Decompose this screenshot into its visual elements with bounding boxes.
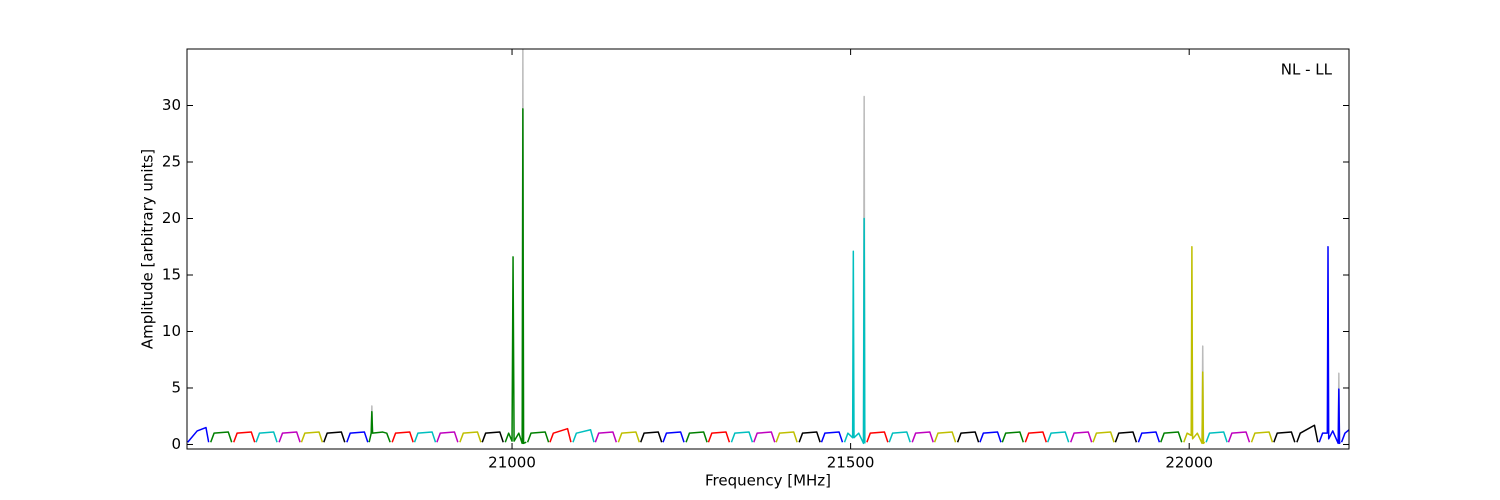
- series-line: [798, 431, 821, 443]
- x-axis-label: Frequency [MHz]: [705, 472, 831, 490]
- series-line: [1227, 431, 1251, 443]
- series-line: [775, 431, 798, 443]
- series-line: [1183, 245, 1206, 445]
- series-line: [549, 427, 572, 443]
- series-line: [1250, 431, 1274, 443]
- y-tick-label: 0: [171, 435, 181, 453]
- series-line: [639, 431, 663, 443]
- plot-frame: [186, 48, 1350, 450]
- series-line: [370, 49, 1341, 444]
- series-line: [933, 431, 957, 443]
- series-line: [255, 431, 278, 443]
- series-line: [368, 410, 391, 443]
- annotation: NL - LL: [1281, 61, 1333, 79]
- series-line: [753, 431, 776, 443]
- series-line: [1092, 431, 1115, 443]
- series-line: [1318, 245, 1341, 445]
- series-line: [888, 431, 911, 443]
- series-line: [1069, 431, 1093, 443]
- series-line: [209, 431, 233, 443]
- y-tick-label: 15: [162, 265, 181, 283]
- series-line: [594, 431, 618, 443]
- x-tick-label: 21500: [827, 454, 875, 472]
- y-tick-label: 10: [162, 322, 181, 340]
- series-line: [707, 431, 731, 443]
- series-line: [662, 431, 685, 443]
- series-line: [1205, 431, 1228, 443]
- series-line: [233, 431, 256, 443]
- series-line: [979, 431, 1002, 443]
- series-line: [956, 431, 980, 443]
- series-line: [911, 431, 934, 443]
- series-line: [1024, 431, 1048, 443]
- series-line: [187, 426, 210, 443]
- series-line: [1160, 431, 1183, 443]
- plot-lines: [187, 49, 1349, 445]
- series-line: [1273, 431, 1296, 443]
- series-line: [572, 429, 595, 443]
- series-line: [459, 431, 482, 443]
- series-line: [504, 108, 527, 445]
- series-line: [843, 217, 866, 445]
- series-line: [526, 431, 550, 443]
- series-line: [1137, 431, 1161, 443]
- series-line: [1046, 431, 1070, 443]
- series-line: [323, 431, 346, 443]
- y-tick-label: 20: [162, 209, 181, 227]
- series-line: [300, 431, 324, 443]
- series-line: [730, 431, 754, 443]
- x-tick-label: 21000: [488, 454, 536, 472]
- y-tick-label: 25: [162, 152, 181, 170]
- series-line: [481, 431, 504, 443]
- series-line: [391, 431, 414, 443]
- y-tick-label: 5: [171, 378, 181, 396]
- series-line: [1001, 431, 1025, 443]
- series-line: [413, 431, 437, 443]
- series-line: [685, 431, 708, 443]
- series-line: [866, 431, 889, 443]
- series-line: [346, 431, 369, 443]
- series-line: [278, 431, 301, 443]
- y-tick-label: 30: [162, 96, 181, 114]
- series-line: [436, 431, 459, 443]
- series-line: [1340, 429, 1349, 443]
- series-line: [617, 431, 641, 443]
- x-tick-label: 22000: [1165, 454, 1213, 472]
- series-line: [820, 431, 844, 443]
- series-line: [1296, 424, 1319, 443]
- series-line: [1114, 431, 1138, 443]
- y-axis-label: Amplitude [arbitrary units]: [139, 149, 157, 349]
